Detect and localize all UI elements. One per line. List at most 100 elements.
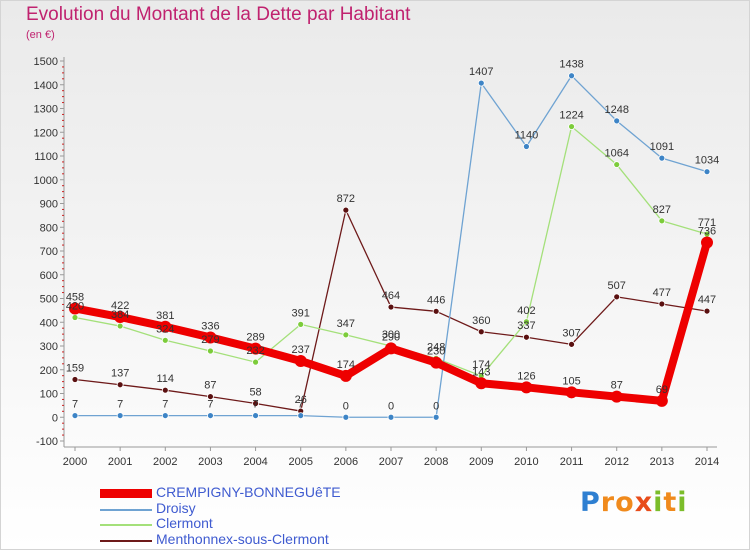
y-tick-label: 1000 — [34, 175, 58, 187]
data-label: 290 — [382, 331, 400, 343]
data-labels: 159 137 114 87 58 26 872 464 446 360 337 307 507 477 4… — [66, 59, 719, 413]
brand-letter: i — [653, 487, 664, 518]
data-point — [701, 236, 713, 249]
data-point — [523, 333, 530, 341]
data-label: 7 — [207, 399, 213, 411]
data-label: 232 — [246, 345, 264, 357]
data-label: 447 — [698, 294, 716, 306]
data-point — [342, 331, 350, 339]
data-label: 300 — [382, 329, 400, 341]
data-point — [430, 356, 443, 369]
data-label: 7 — [117, 399, 123, 411]
data-label: 126 — [517, 370, 535, 382]
x-tick-label: 2014 — [695, 456, 719, 468]
series-layer — [69, 72, 713, 421]
data-point — [71, 412, 79, 419]
legend-label: Menthonnex-sous-Clermont — [156, 530, 329, 547]
data-label: 7 — [298, 399, 304, 411]
data-label: 137 — [111, 368, 129, 380]
data-point — [387, 413, 395, 421]
brand-letter: r — [600, 487, 616, 518]
y-tick-label: 100 — [40, 389, 58, 401]
data-point — [658, 300, 666, 308]
legend-label: CREMPIGNY-BONNEGUêTE — [156, 484, 341, 500]
data-label: 237 — [292, 344, 310, 356]
data-label: 0 — [343, 400, 349, 412]
brand-letter: P — [580, 487, 601, 518]
data-label: 0 — [388, 400, 394, 412]
data-label: 307 — [562, 327, 580, 339]
x-tick-label: 2011 — [560, 456, 584, 468]
data-point — [207, 347, 214, 355]
y-tick-label: 400 — [40, 317, 58, 329]
y-tick-label: 1200 — [34, 127, 58, 139]
data-label: 324 — [156, 323, 174, 335]
y-tick-label: 200 — [40, 365, 58, 377]
data-point — [161, 386, 169, 394]
data-point — [159, 320, 172, 333]
data-point — [432, 413, 440, 421]
data-point — [161, 412, 169, 419]
x-tick-label: 2000 — [63, 456, 87, 468]
legend: CREMPIGNY-BONNEGUêTE Droisy Clermont Mentho… — [100, 484, 420, 548]
data-point — [207, 412, 214, 419]
chart-title: Evolution du Montant de la Dette par Hab… — [26, 4, 411, 25]
data-point — [69, 302, 81, 315]
data-point — [432, 307, 440, 315]
data-point — [565, 386, 578, 399]
data-label: 1064 — [604, 148, 628, 160]
brand-logo: Proxiti — [580, 487, 688, 518]
data-label: 143 — [472, 366, 490, 378]
y-tick-label: 1500 — [34, 56, 58, 68]
brand-letter: i — [677, 487, 688, 518]
legend-swatch — [100, 489, 152, 498]
data-point — [475, 377, 488, 390]
data-point — [71, 314, 79, 321]
data-point — [342, 206, 350, 214]
data-label: 1407 — [469, 66, 493, 78]
data-point — [613, 117, 621, 125]
data-point — [252, 358, 259, 366]
data-label: 174 — [472, 359, 490, 371]
y-tick-label: 1400 — [34, 80, 58, 92]
data-label: 391 — [292, 307, 310, 319]
data-label: 26 — [295, 394, 307, 406]
data-point — [520, 381, 533, 394]
data-label: 1224 — [559, 110, 583, 122]
data-label: 360 — [472, 315, 490, 327]
data-label: 402 — [517, 305, 535, 317]
data-point — [523, 143, 530, 150]
series — [71, 206, 711, 415]
data-point — [114, 311, 127, 324]
data-label: 87 — [204, 380, 216, 392]
y-tick-label: 300 — [40, 341, 58, 353]
data-point — [71, 376, 79, 383]
x-tick-label: 2012 — [604, 456, 628, 468]
x-tick-label: 2003 — [198, 456, 222, 468]
data-point — [568, 340, 575, 348]
data-label: 458 — [66, 291, 84, 303]
data-point — [655, 394, 668, 407]
legend-label: Clermont — [156, 515, 213, 531]
x-tick-label: 2006 — [334, 456, 358, 468]
data-label: 1140 — [515, 130, 539, 142]
data-label: 69 — [656, 384, 668, 396]
x-tick-label: 2013 — [650, 456, 674, 468]
y-tick-label: 900 — [40, 199, 58, 211]
data-point — [568, 123, 575, 130]
data-label: 347 — [337, 318, 355, 330]
data-label: 174 — [337, 359, 355, 371]
legend-item: Menthonnex-sous-Clermont — [100, 530, 420, 548]
y-tick-label: 800 — [40, 222, 58, 234]
data-label: 0 — [433, 400, 439, 412]
data-point — [339, 369, 352, 382]
legend-item: Clermont — [100, 515, 420, 532]
data-label: 381 — [156, 310, 174, 322]
data-point — [385, 342, 397, 355]
data-label: 1091 — [650, 141, 674, 153]
data-point — [477, 79, 485, 87]
data-point — [252, 400, 259, 407]
data-point — [613, 161, 621, 168]
